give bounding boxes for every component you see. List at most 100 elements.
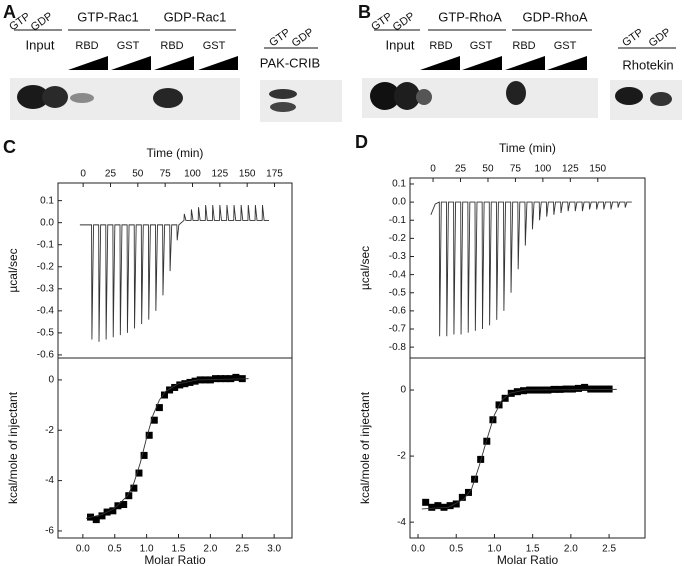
- y-tick-label: -0.7: [389, 324, 407, 335]
- x-axis-label: Time (min): [147, 146, 204, 160]
- y-axis-label: µcal/sec: [6, 248, 20, 292]
- data-line: [85, 378, 249, 519]
- lane-label: GTP: [620, 27, 645, 50]
- y-axis-label: kcal/mole of injectant: [6, 391, 20, 504]
- data-point: [135, 469, 143, 477]
- panel-label: C: [3, 137, 16, 157]
- lane-label: GST: [117, 40, 140, 52]
- data-point: [191, 377, 199, 385]
- y-tick-label: 0.0: [392, 197, 406, 208]
- x-tick-label: 1.0: [140, 544, 154, 555]
- lane-label: GST: [203, 40, 226, 52]
- x-tick-label: 125: [211, 169, 228, 180]
- band: [269, 89, 297, 99]
- band: [615, 87, 643, 105]
- x-tick-label: 0.5: [449, 544, 463, 555]
- y-tick-label: 0.1: [392, 179, 406, 190]
- input-label: Input: [26, 37, 55, 52]
- blot: [260, 80, 342, 122]
- data-point: [217, 375, 225, 383]
- data-point: [171, 383, 179, 391]
- band: [270, 102, 296, 112]
- data-point: [211, 375, 219, 383]
- y-tick-label: -0.2: [37, 261, 55, 272]
- x-tick-label: 3.0: [267, 544, 281, 555]
- plot-frame: [57, 357, 293, 539]
- panel-label: B: [358, 2, 371, 22]
- data-point: [452, 500, 460, 508]
- band: [650, 92, 672, 106]
- data-point: [483, 437, 491, 445]
- x-tick-label: 0.0: [76, 544, 90, 555]
- group-label: GDP-RhoA: [522, 9, 587, 24]
- group-label: GTP-RhoA: [438, 9, 502, 24]
- data-line: [79, 204, 270, 342]
- data-point: [140, 451, 148, 459]
- x-tick-label: 0.0: [411, 544, 425, 555]
- x-tick-label: 150: [589, 164, 606, 175]
- lane-label: RBD: [429, 40, 452, 52]
- x-tick-label: 25: [105, 169, 117, 180]
- x-tick-label: 1.5: [526, 544, 540, 555]
- data-point: [145, 431, 153, 439]
- y-tick-label: -0.6: [37, 350, 55, 361]
- data-line: [430, 201, 632, 337]
- group-label: GDP-Rac1: [164, 9, 227, 24]
- data-point: [130, 484, 138, 492]
- data-point: [222, 375, 230, 383]
- y-tick-label: 0.0: [40, 217, 54, 228]
- data-point: [160, 391, 168, 399]
- wedge: [111, 56, 151, 70]
- band: [153, 88, 183, 108]
- control-label: PAK-CRIB: [260, 55, 320, 70]
- band: [70, 93, 94, 103]
- wedge: [154, 56, 194, 70]
- data-point: [98, 512, 106, 520]
- y-tick-label: -0.5: [37, 328, 55, 339]
- band: [394, 82, 420, 110]
- data-point: [501, 394, 509, 402]
- wedge: [462, 56, 502, 70]
- y-tick-label: -0.1: [389, 215, 407, 226]
- data-point: [155, 404, 163, 412]
- y-tick-label: -0.8: [389, 342, 407, 353]
- x-tick-label: 50: [132, 169, 144, 180]
- wedge: [68, 56, 108, 70]
- panel-label: D: [355, 132, 368, 152]
- y-tick-label: 0.1: [40, 195, 54, 206]
- data-point: [120, 501, 128, 509]
- x-tick-label: 0.5: [108, 544, 122, 555]
- data-point: [186, 378, 194, 386]
- group-label: GTP-Rac1: [77, 9, 138, 24]
- data-point: [232, 373, 240, 381]
- band: [42, 86, 68, 108]
- y-tick-label: -2: [45, 425, 54, 436]
- data-point: [550, 385, 558, 393]
- y-tick-label: -0.3: [389, 251, 407, 262]
- wedge: [198, 56, 238, 70]
- x-tick-label: 0: [80, 169, 86, 180]
- data-point: [428, 503, 436, 511]
- data-point: [562, 385, 570, 393]
- data-point: [581, 383, 589, 391]
- panel-label: A: [3, 2, 16, 22]
- y-tick-label: -4: [397, 517, 406, 528]
- data-point: [458, 493, 466, 501]
- wedge: [547, 56, 587, 70]
- y-tick-label: -0.6: [389, 306, 407, 317]
- input-label: Input: [386, 37, 415, 52]
- data-point: [422, 498, 430, 506]
- y-tick-label: -0.4: [389, 269, 407, 280]
- data-point: [125, 492, 133, 500]
- data-point: [181, 380, 189, 388]
- x-axis-label: Time (min): [499, 141, 556, 155]
- lane-label: GDP: [290, 26, 316, 50]
- y-tick-label: -0.4: [37, 305, 55, 316]
- x-tick-label: 2.5: [602, 544, 616, 555]
- data-point: [176, 381, 184, 389]
- data-line: [421, 388, 617, 510]
- data-point: [109, 507, 117, 515]
- data-point: [434, 502, 442, 510]
